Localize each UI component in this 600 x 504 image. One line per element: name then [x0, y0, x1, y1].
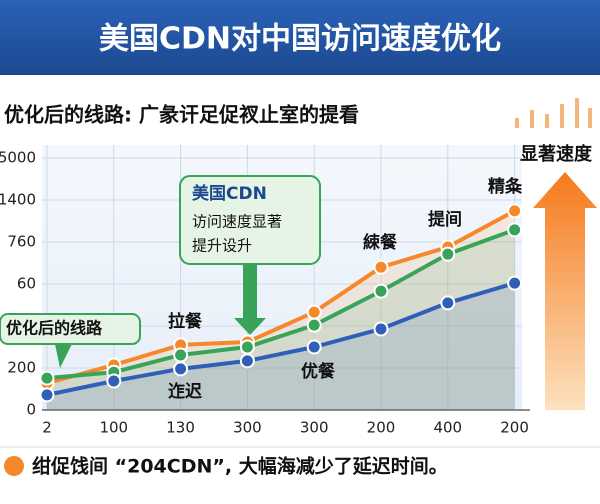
data-point [373, 283, 389, 299]
bullet [4, 456, 24, 476]
speed-arrow [533, 172, 597, 410]
data-point [306, 304, 322, 320]
area [47, 283, 515, 410]
data-point [373, 259, 389, 275]
x-tick-label: 300 [233, 419, 262, 437]
y-tick-label: 60 [17, 275, 36, 293]
area [47, 229, 515, 410]
data-point [173, 347, 189, 363]
data-point [373, 321, 389, 337]
y-tick-label: 200 [7, 359, 36, 377]
point-label: 提间 [428, 209, 462, 230]
data-point [239, 353, 255, 369]
x-tick-label: 300 [300, 419, 329, 437]
callout: 美国CDN 访问速度显著 提升设升 [179, 175, 321, 335]
series-line [46, 209, 516, 386]
data-point [507, 203, 523, 219]
x-tick-label: 100 [99, 419, 128, 437]
data-point [507, 222, 523, 238]
y-tick-label: 760 [7, 233, 36, 251]
x-tick-label: 2 [42, 419, 52, 437]
y-tick-label: 1400 [0, 191, 36, 209]
point-label: 优餐 [301, 361, 336, 382]
data-point [39, 387, 55, 403]
subtitle: 优化后的线路: 广彖讦足促衩止室的提看 [4, 103, 359, 127]
data-point [306, 317, 322, 333]
data-point [440, 295, 456, 311]
arrow-label: 显著速度 [520, 143, 593, 165]
data-point [306, 339, 322, 355]
data-point [239, 339, 255, 355]
y-tick-label: 5000 [0, 149, 36, 167]
left-callout-text: 优化后的线路 [6, 319, 103, 338]
x-tick-label: 400 [433, 419, 462, 437]
decor-bars [515, 98, 592, 128]
left-callout: 优化后的线路 [0, 313, 141, 368]
callout-line: 访问速度显著 [192, 213, 282, 231]
x-tick-label: 130 [166, 419, 195, 437]
callout-line: 美国CDN [192, 183, 267, 204]
header-bar [0, 0, 600, 75]
point-label: 綀餐 [363, 232, 398, 253]
point-label: 精夈 [488, 176, 523, 197]
y-tick-label: 0 [26, 401, 36, 419]
series-line [46, 227, 516, 381]
x-tick-label: 200 [500, 419, 529, 437]
data-point [106, 373, 122, 389]
point-label: 拉餐 [168, 311, 203, 332]
callout-line: 提升设升 [192, 237, 252, 255]
data-point [39, 370, 55, 386]
data-point [440, 246, 456, 262]
series-line [46, 281, 516, 397]
point-label: 迮迟 [168, 381, 202, 402]
footer: 绀促饯间 “204CDN”, 大幅海减少了延迟时间。 [32, 455, 448, 478]
data-point [507, 275, 523, 291]
data-point [173, 361, 189, 377]
chart-title: 美国CDN对中国访问速度优化 [99, 22, 501, 57]
x-tick-label: 200 [367, 419, 396, 437]
